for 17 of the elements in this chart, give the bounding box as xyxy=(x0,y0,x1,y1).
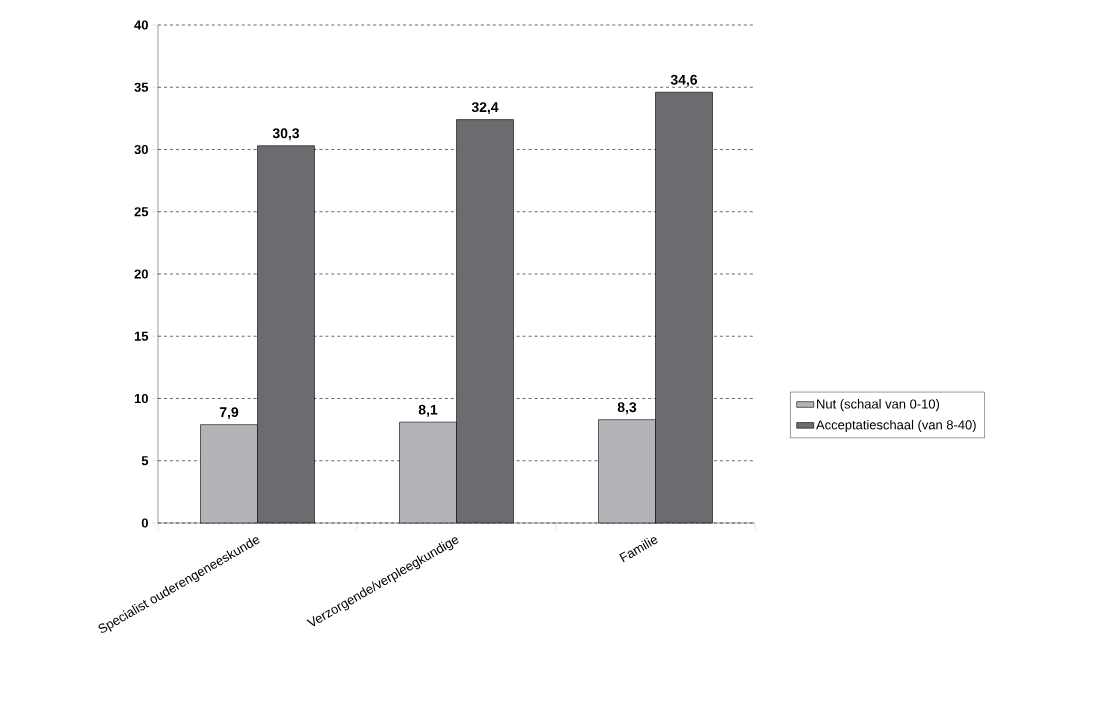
data-label: 30,3 xyxy=(272,128,300,141)
data-label: 7,9 xyxy=(219,407,239,420)
y-tick-label: 15 xyxy=(134,331,149,341)
y-tick-label: 20 xyxy=(134,269,148,279)
data-label: 34,6 xyxy=(670,74,698,87)
data-label: 8,3 xyxy=(617,402,637,415)
y-tick-label: 40 xyxy=(134,20,148,30)
y-tick-label: 25 xyxy=(134,207,149,217)
y-tick-label: 5 xyxy=(141,456,149,466)
data-label: 32,4 xyxy=(471,102,499,115)
y-tick-label: 0 xyxy=(141,518,148,528)
legend-label: Nut (schaal van 0-10) xyxy=(817,399,940,412)
data-label: 8,1 xyxy=(418,404,438,417)
y-tick-label: 35 xyxy=(134,82,149,92)
legend-label: Acceptatieschaal (van 8-40) xyxy=(816,419,976,432)
y-tick-label: 30 xyxy=(134,144,148,155)
y-tick-label: 10 xyxy=(134,393,148,404)
